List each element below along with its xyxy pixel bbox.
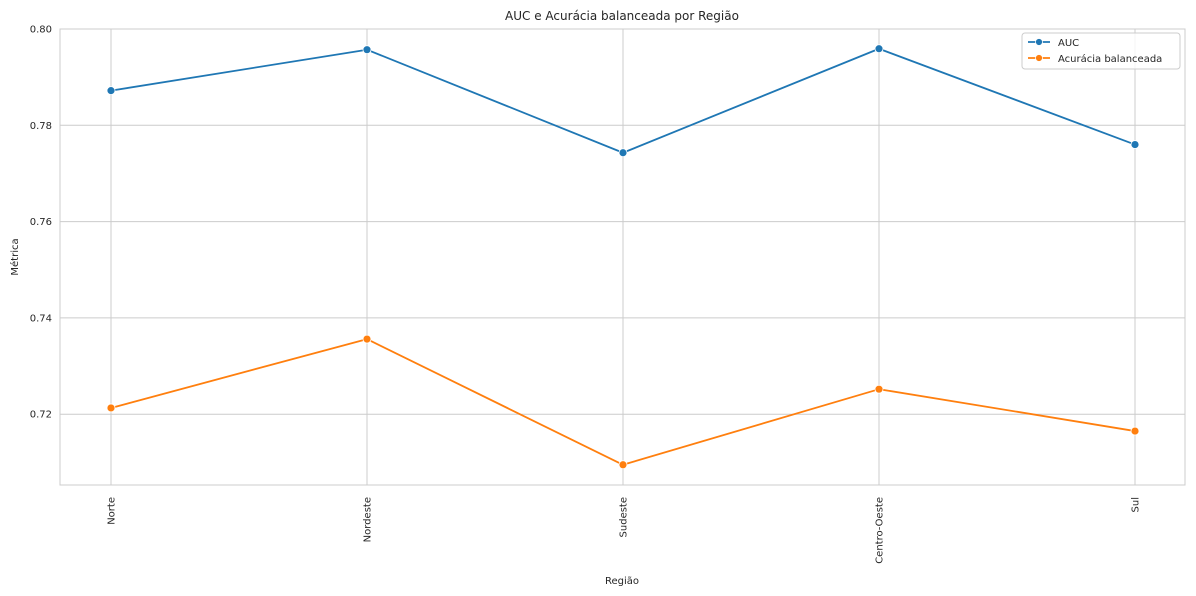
data-point-auc	[874, 44, 884, 54]
data-point-auc	[1130, 140, 1140, 149]
y-tick-label: 0.72	[30, 410, 52, 421]
x-tick-label: Nordeste	[363, 497, 374, 542]
y-tick-label: 0.78	[30, 121, 52, 132]
x-axis-label: Região	[605, 576, 639, 587]
x-tick-label: Sul	[1131, 497, 1142, 512]
series-layer	[106, 44, 1140, 470]
x-tick-label: Centro-Oeste	[875, 497, 886, 564]
y-tick-label: 0.74	[30, 313, 52, 324]
data-point-auc	[362, 45, 372, 55]
y-tick-label: 0.80	[30, 25, 52, 36]
data-point-acuracia-balanceada	[362, 334, 372, 344]
legend-box	[1021, 32, 1181, 70]
plot-area-frame	[59, 28, 1186, 486]
x-tick-label: Sudeste	[619, 497, 630, 537]
legend-auc-label: AUC	[1058, 38, 1079, 49]
legend-auc-marker	[1035, 38, 1043, 46]
data-point-auc	[618, 148, 628, 158]
data-point-acuracia-balanceada	[618, 460, 628, 470]
data-point-acuracia-balanceada	[106, 403, 116, 413]
chart-title: AUC e Acurácia balanceada por Região	[505, 9, 739, 23]
legend: AUC Acurácia balanceada	[1021, 32, 1181, 70]
tick-labels: 0.72 0.74 0.76 0.78 0.80 Norte Nordeste Sudeste…	[30, 25, 1142, 564]
x-tick-label: Norte	[107, 497, 118, 525]
y-tick-label: 0.76	[30, 217, 52, 228]
y-axis-label: Métrica	[9, 238, 21, 275]
data-point-acuracia-balanceada	[874, 384, 884, 394]
data-point-auc	[106, 86, 116, 96]
legend-acuracia-marker	[1035, 54, 1043, 62]
legend-acuracia-label: Acurácia balanceada	[1058, 53, 1162, 65]
data-point-acuracia-balanceada	[1130, 426, 1140, 436]
